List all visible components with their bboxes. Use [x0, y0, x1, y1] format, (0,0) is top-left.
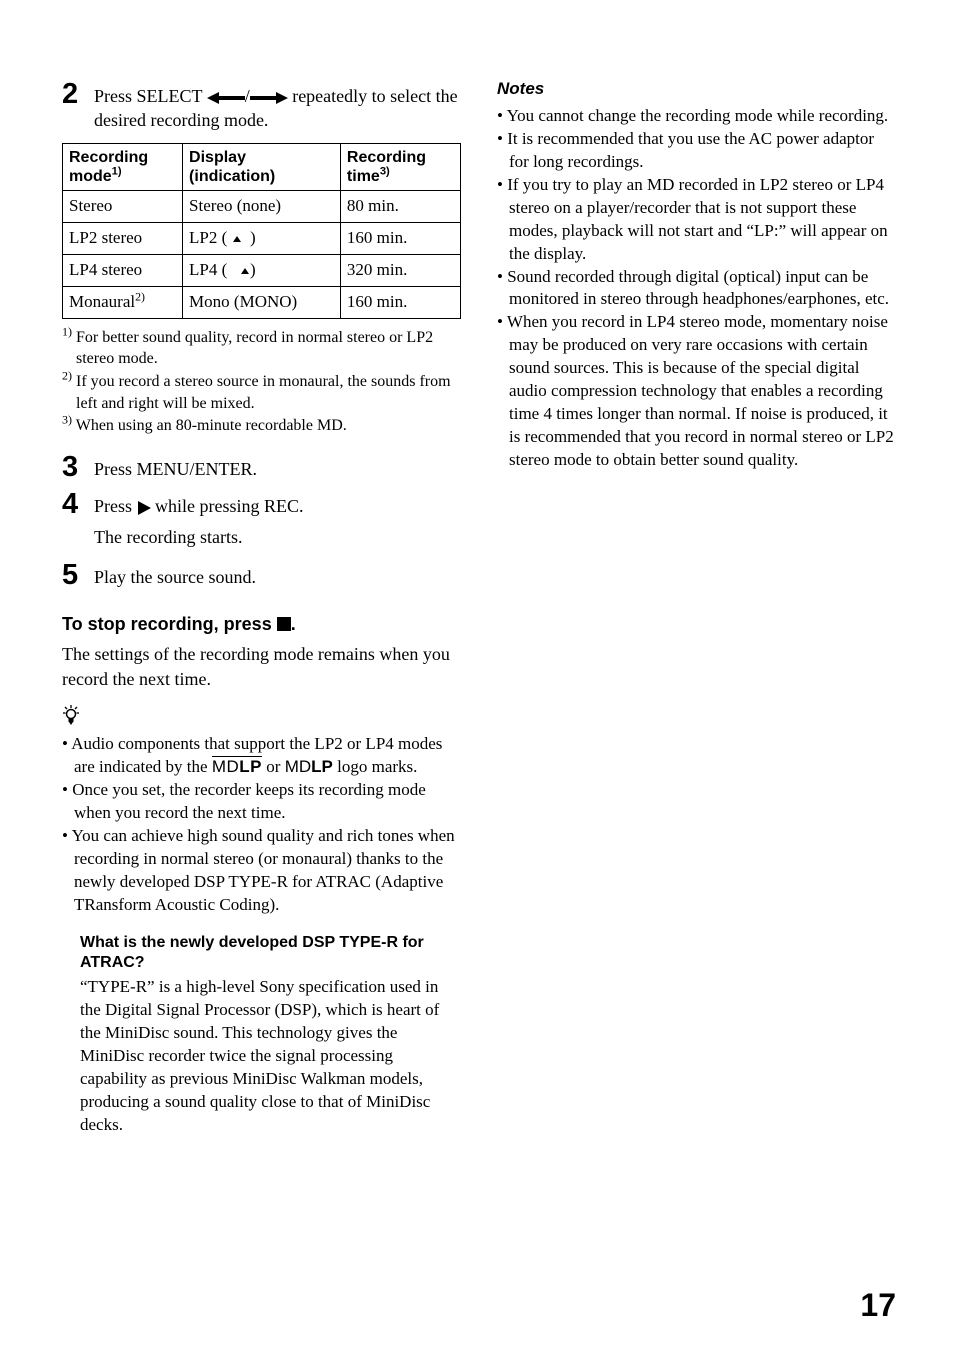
step-2: 2 Press SELECT / repeatedly to select th… [62, 78, 461, 133]
cell: LP4 ( ) [183, 254, 341, 286]
cell: Stereo [63, 190, 183, 222]
notes-list: You cannot change the recording mode whi… [497, 105, 896, 472]
stop-recording-body: The settings of the recording mode remai… [62, 642, 461, 691]
step-5: 5 Play the source sound. [62, 559, 461, 590]
footnote: 1) For better sound quality, record in n… [62, 327, 461, 370]
cell: LP2 stereo [63, 222, 183, 254]
th-time: Recordingtime3) [340, 143, 460, 190]
tip-icon [62, 705, 461, 731]
list-item: It is recommended that you use the AC po… [497, 128, 896, 174]
step-number: 5 [62, 559, 94, 590]
table-row: Monaural2) Mono (MONO) 160 min. [63, 286, 461, 318]
recording-mode-table: Recordingmode1) Display(indication) Reco… [62, 143, 461, 319]
cell: Stereo (none) [183, 190, 341, 222]
step-number: 3 [62, 451, 94, 482]
cell: 80 min. [340, 190, 460, 222]
tips-list: Audio components that support the LP2 or… [62, 733, 461, 917]
triangle-icon [241, 268, 249, 274]
cell: 320 min. [340, 254, 460, 286]
list-item: Audio components that support the LP2 or… [62, 733, 461, 779]
step-body: Press SELECT / repeatedly to select the … [94, 78, 461, 133]
select-right-icon [250, 92, 288, 104]
notes-heading: Notes [497, 78, 896, 101]
step-body: Press while pressing REC. [94, 488, 461, 518]
list-item: Sound recorded through digital (optical)… [497, 266, 896, 312]
list-item: Once you set, the recorder keeps its rec… [62, 779, 461, 825]
table-row: LP4 stereo LP4 ( ) 320 min. [63, 254, 461, 286]
dsp-heading: What is the newly developed DSP TYPE-R f… [80, 933, 461, 975]
list-item: If you try to play an MD recorded in LP2… [497, 174, 896, 266]
cell: 160 min. [340, 222, 460, 254]
table-row: Stereo Stereo (none) 80 min. [63, 190, 461, 222]
step-body: Press MENU/ENTER. [94, 451, 461, 481]
table-row: LP2 stereo LP2 ( ) 160 min. [63, 222, 461, 254]
step-4: 4 Press while pressing REC. [62, 488, 461, 519]
step-3: 3 Press MENU/ENTER. [62, 451, 461, 482]
list-item: You can achieve high sound quality and r… [62, 825, 461, 917]
play-icon [137, 501, 151, 515]
cell: 160 min. [340, 286, 460, 318]
step-body-extra: The recording starts. [94, 525, 461, 549]
select-left-icon [207, 92, 245, 104]
footnote: 3) When using an 80-minute recordable MD… [62, 415, 461, 437]
step-body: Play the source sound. [94, 559, 461, 589]
mdlp-logo: MDLP [285, 757, 333, 776]
step-number: 2 [62, 78, 94, 109]
list-item: You cannot change the recording mode whi… [497, 105, 896, 128]
cell: LP2 ( ) [183, 222, 341, 254]
step-number: 4 [62, 488, 94, 519]
dsp-body: “TYPE-R” is a high-level Sony specificat… [80, 976, 461, 1137]
stop-icon [277, 617, 291, 631]
table-header-row: Recordingmode1) Display(indication) Reco… [63, 143, 461, 190]
list-item: When you record in LP4 stereo mode, mome… [497, 311, 896, 472]
mdlp-logo: MDLP [212, 756, 262, 776]
stop-recording-heading: To stop recording, press . [62, 612, 461, 636]
cell: LP4 stereo [63, 254, 183, 286]
cell: Monaural2) [63, 286, 183, 318]
cell: Mono (MONO) [183, 286, 341, 318]
page-number: 17 [860, 1284, 896, 1327]
text: Press SELECT [94, 86, 207, 106]
footnote: 2) If you record a stereo source in mona… [62, 371, 461, 414]
th-display: Display(indication) [183, 143, 341, 190]
triangle-icon [233, 236, 241, 242]
footnotes: 1) For better sound quality, record in n… [62, 327, 461, 437]
th-mode: Recordingmode1) [63, 143, 183, 190]
